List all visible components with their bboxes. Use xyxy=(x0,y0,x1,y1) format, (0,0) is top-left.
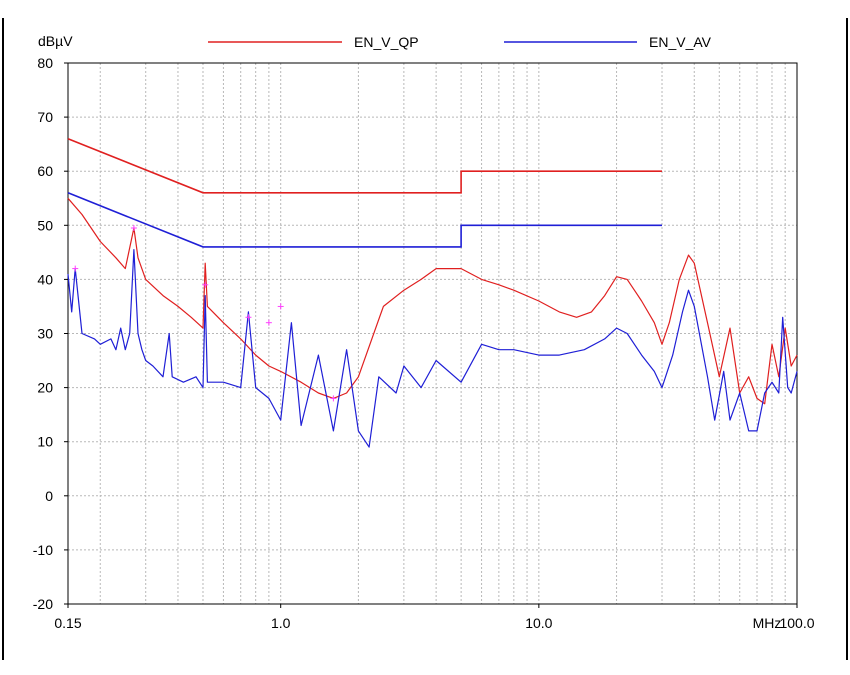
y-tick-label: 50 xyxy=(37,217,53,233)
legend: EN_V_QP EN_V_AV xyxy=(208,34,712,50)
x-axis-ticks: 0.15 1.0 10.0 100.0 xyxy=(54,604,815,631)
x-tick-label: 100.0 xyxy=(779,615,814,631)
measurement-traces xyxy=(67,197,798,448)
y-tick-label: 60 xyxy=(37,163,53,179)
x-tick-label: 1.0 xyxy=(271,615,291,631)
peak-markers xyxy=(72,225,337,402)
y-tick-label: -20 xyxy=(33,596,53,612)
grid xyxy=(68,63,797,604)
x-tick-label: 10.0 xyxy=(525,615,552,631)
y-unit-label: dBµV xyxy=(38,33,73,49)
peak-marker xyxy=(330,395,337,402)
y-tick-label: 40 xyxy=(37,271,53,287)
y-tick-label: 30 xyxy=(37,326,53,342)
y-tick-label: 20 xyxy=(37,380,53,396)
peak-marker xyxy=(72,265,79,272)
y-tick-label: 10 xyxy=(37,434,53,450)
limit-line-av xyxy=(67,192,662,248)
legend-label-qp: EN_V_QP xyxy=(354,34,419,50)
limit-line-qp xyxy=(67,137,662,194)
peak-marker xyxy=(245,314,252,321)
peak-marker xyxy=(277,303,284,310)
peak-marker xyxy=(265,319,272,326)
trace-quasi-peak xyxy=(67,197,798,405)
trace-average xyxy=(67,249,798,448)
x-unit-label: MHz xyxy=(753,615,782,631)
y-tick-label: 80 xyxy=(37,55,53,71)
y-tick-label: 0 xyxy=(45,488,53,504)
x-tick-label: 0.15 xyxy=(54,615,81,631)
legend-label-av: EN_V_AV xyxy=(649,34,712,50)
y-tick-label: 70 xyxy=(37,109,53,125)
y-axis-ticks: 80 70 60 50 40 30 20 10 0 -10 -20 xyxy=(33,55,68,612)
limit-lines xyxy=(67,137,662,248)
peak-marker xyxy=(202,281,209,288)
peak-marker xyxy=(130,225,137,232)
y-tick-label: -10 xyxy=(33,542,53,558)
